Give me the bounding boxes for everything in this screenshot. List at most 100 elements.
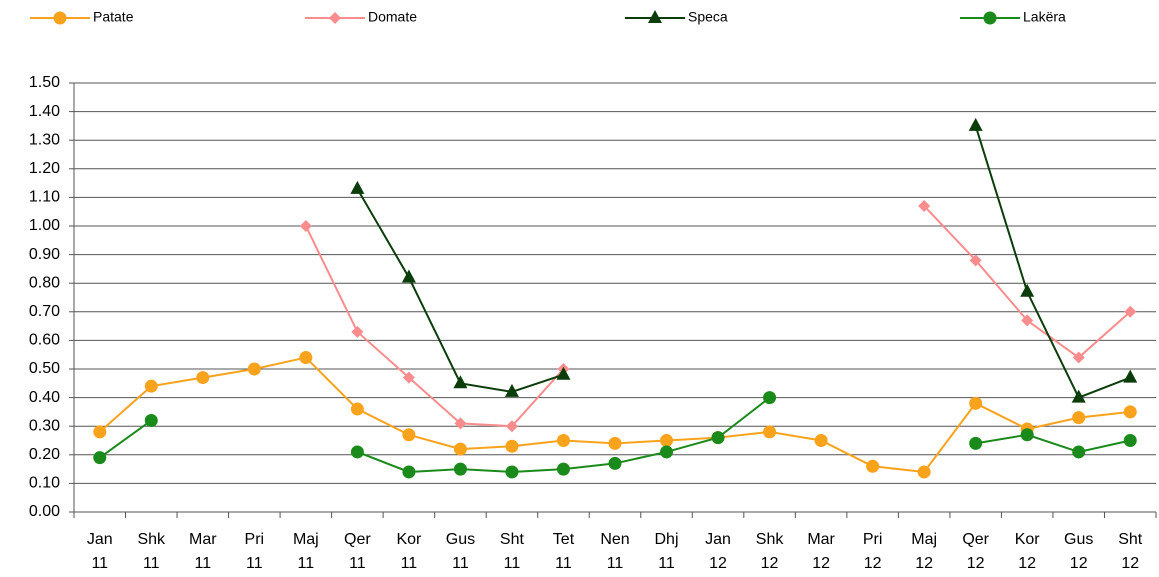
legend-label: Speca — [688, 9, 728, 25]
marker — [247, 362, 261, 376]
marker — [93, 451, 107, 465]
x-tick-label: Jan 11 — [86, 531, 113, 572]
x-tick-label: Shk 11 — [137, 531, 166, 572]
x-tick-label: Nen 11 — [600, 531, 630, 572]
series-line — [974, 125, 1131, 399]
marker — [196, 371, 210, 385]
marker — [648, 10, 662, 23]
marker — [556, 366, 571, 380]
marker — [556, 462, 570, 476]
y-tick-label: 1.40 — [29, 103, 60, 120]
marker — [350, 445, 364, 459]
x-tick-label: Tet 11 — [552, 531, 575, 572]
x-tick-label: Jan 12 — [705, 531, 731, 572]
marker — [1072, 445, 1086, 459]
marker — [144, 379, 158, 393]
marker — [453, 442, 467, 456]
marker — [505, 420, 518, 433]
y-tick-label: 0.60 — [29, 332, 60, 349]
marker — [918, 199, 931, 212]
y-tick-label: 0.20 — [29, 446, 60, 463]
series-line — [975, 433, 1131, 453]
series-line — [99, 419, 152, 459]
marker — [299, 220, 312, 232]
series-line — [923, 205, 1131, 359]
marker — [556, 434, 570, 447]
marker — [350, 180, 365, 194]
marker — [608, 456, 622, 470]
series-line — [304, 225, 565, 428]
marker — [1021, 314, 1034, 327]
marker — [401, 269, 416, 283]
marker — [1123, 369, 1138, 383]
x-tick-label: Gus 11 — [445, 531, 476, 572]
x-tick-label: Qer 12 — [962, 531, 989, 572]
marker — [763, 391, 777, 405]
x-tick-label: Maj 11 — [292, 531, 319, 572]
marker — [814, 434, 828, 447]
x-tick-label: Shk 12 — [755, 531, 784, 572]
marker — [504, 383, 519, 397]
marker — [505, 439, 519, 453]
marker — [453, 375, 468, 389]
y-tick-label: 0.00 — [29, 503, 60, 520]
marker — [402, 371, 415, 384]
marker — [1072, 351, 1085, 364]
marker — [1123, 405, 1137, 419]
legend-label: Lakëra — [1023, 9, 1066, 25]
y-tick-label: 0.30 — [29, 417, 60, 434]
y-tick-label: 1.30 — [29, 131, 60, 148]
x-tick-label: Sht 12 — [1118, 531, 1143, 572]
marker — [454, 417, 467, 430]
marker — [983, 11, 997, 25]
marker — [711, 431, 725, 445]
x-tick-label: Qer 11 — [344, 531, 371, 572]
y-tick-label: 0.10 — [29, 475, 60, 492]
marker — [299, 351, 313, 365]
legend-label: Patate — [93, 9, 134, 25]
marker — [351, 325, 364, 338]
x-tick-label: Pri 12 — [862, 531, 883, 572]
marker — [866, 459, 880, 473]
marker — [660, 445, 674, 459]
marker — [505, 465, 519, 479]
x-tick-label: Gus 12 — [1064, 531, 1094, 572]
marker — [144, 413, 158, 427]
x-tick-label: Mar 11 — [189, 531, 217, 572]
x-tick-label: Pri 11 — [244, 531, 265, 572]
y-tick-label: 0.80 — [29, 274, 60, 291]
marker — [969, 396, 983, 410]
marker — [969, 436, 983, 450]
y-tick-label: 1.00 — [29, 217, 60, 234]
marker — [93, 425, 107, 439]
y-tick-label: 0.90 — [29, 246, 60, 263]
marker — [453, 462, 467, 476]
marker — [1020, 283, 1035, 297]
marker — [917, 465, 931, 479]
marker — [402, 465, 416, 479]
marker — [402, 428, 416, 442]
y-tick-label: 0.70 — [29, 303, 60, 320]
marker — [660, 434, 674, 447]
y-tick-label: 1.50 — [29, 74, 60, 91]
marker — [969, 254, 982, 267]
marker — [1072, 411, 1086, 425]
y-tick-label: 0.50 — [29, 360, 60, 377]
marker — [53, 11, 67, 25]
marker — [763, 425, 777, 439]
x-tick-label: Kor 11 — [396, 531, 422, 572]
legend-label: Domate — [368, 9, 417, 25]
y-tick-label: 0.40 — [29, 389, 60, 406]
x-tick-label: Sht 11 — [499, 531, 524, 572]
marker — [350, 402, 364, 416]
marker — [1123, 434, 1137, 447]
y-tick-label: 1.10 — [29, 189, 60, 206]
x-tick-label: Mar 12 — [807, 531, 835, 572]
marker — [1124, 305, 1137, 318]
x-tick-label: Kor 12 — [1014, 531, 1040, 572]
marker — [1020, 428, 1034, 442]
marker — [608, 436, 622, 450]
y-tick-label: 1.20 — [29, 160, 60, 177]
